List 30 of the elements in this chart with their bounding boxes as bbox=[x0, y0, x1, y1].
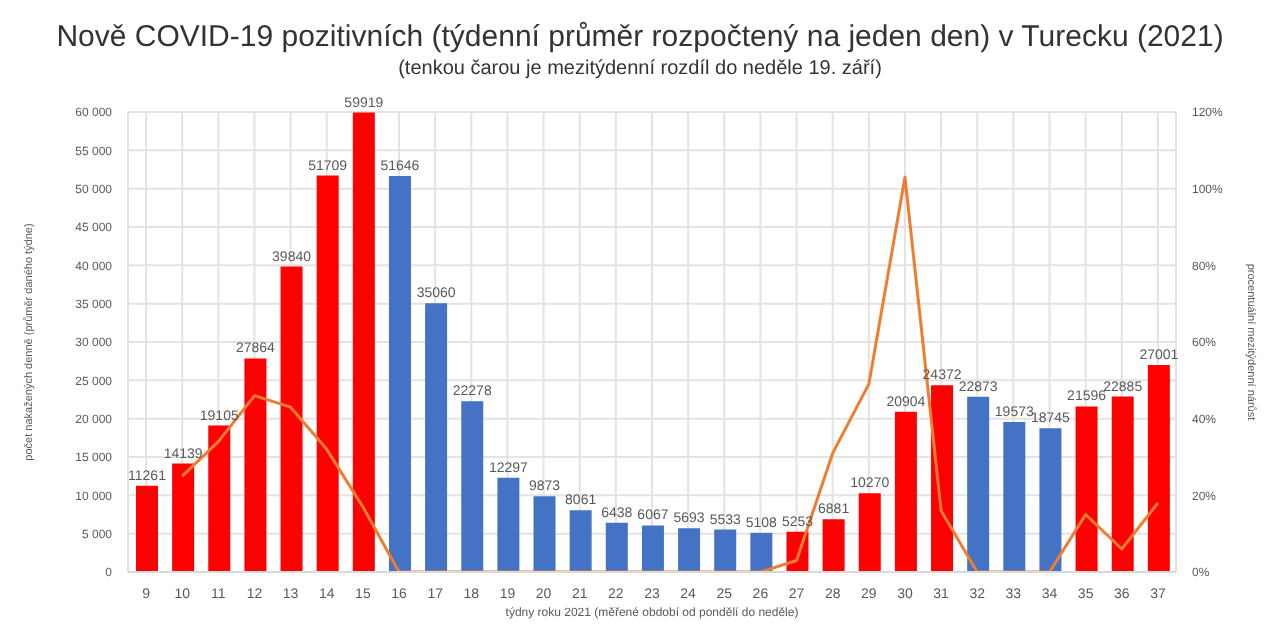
bar bbox=[533, 496, 556, 572]
bar bbox=[605, 522, 628, 572]
bar bbox=[352, 112, 375, 572]
bar bbox=[714, 529, 737, 572]
bar bbox=[172, 463, 195, 572]
chart-title: Nově COVID-19 pozitivních (týdenní průměr rozpočtený na jeden den) v Turecku (2021) bbox=[54, 18, 1226, 56]
bar bbox=[316, 175, 339, 572]
bar bbox=[1147, 364, 1170, 572]
bar bbox=[894, 411, 917, 572]
bar bbox=[425, 303, 448, 572]
bar bbox=[208, 425, 231, 572]
bar bbox=[1003, 421, 1026, 572]
bar bbox=[750, 532, 773, 572]
bar bbox=[461, 401, 484, 572]
bar bbox=[678, 528, 701, 572]
bar bbox=[641, 525, 664, 572]
bar bbox=[1075, 406, 1098, 572]
bar bbox=[244, 358, 267, 572]
bar bbox=[569, 510, 592, 572]
bar bbox=[1111, 396, 1134, 572]
bar bbox=[280, 266, 303, 572]
bar bbox=[931, 385, 954, 572]
bar bbox=[388, 176, 411, 572]
bar bbox=[1039, 428, 1062, 572]
bar bbox=[497, 477, 520, 572]
chart-subtitle: (tenkou čarou je mezitýdenní rozdíl do neděle 19. září) bbox=[396, 56, 884, 84]
bar bbox=[136, 485, 158, 572]
bar bbox=[967, 396, 990, 572]
bar bbox=[858, 493, 881, 572]
bar bbox=[822, 519, 845, 572]
